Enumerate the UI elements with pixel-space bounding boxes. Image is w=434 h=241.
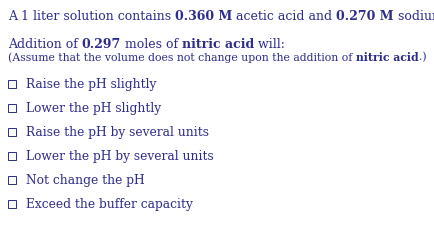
Text: nitric acid: nitric acid [356,52,418,63]
Text: .): .) [418,52,426,62]
Text: (Assume that the volume does not change upon the addition of: (Assume that the volume does not change … [8,52,356,63]
Text: Not change the pH: Not change the pH [26,174,145,187]
Text: Raise the pH by several units: Raise the pH by several units [26,126,209,139]
Text: Exceed the buffer capacity: Exceed the buffer capacity [26,198,193,211]
Text: Lower the pH by several units: Lower the pH by several units [26,150,214,163]
Text: 0.270 M: 0.270 M [336,10,394,23]
Text: 0.360 M: 0.360 M [175,10,232,23]
Text: Raise the pH slightly: Raise the pH slightly [26,78,156,91]
Text: Addition of: Addition of [8,38,82,51]
Text: nitric acid: nitric acid [182,38,254,51]
Text: sodium acetate: sodium acetate [394,10,434,23]
Text: A 1 liter solution contains: A 1 liter solution contains [8,10,175,23]
Text: Lower the pH slightly: Lower the pH slightly [26,102,161,115]
Text: moles of: moles of [121,38,182,51]
Text: 0.297: 0.297 [82,38,121,51]
Text: acetic acid and: acetic acid and [232,10,336,23]
Text: will:: will: [254,38,286,51]
